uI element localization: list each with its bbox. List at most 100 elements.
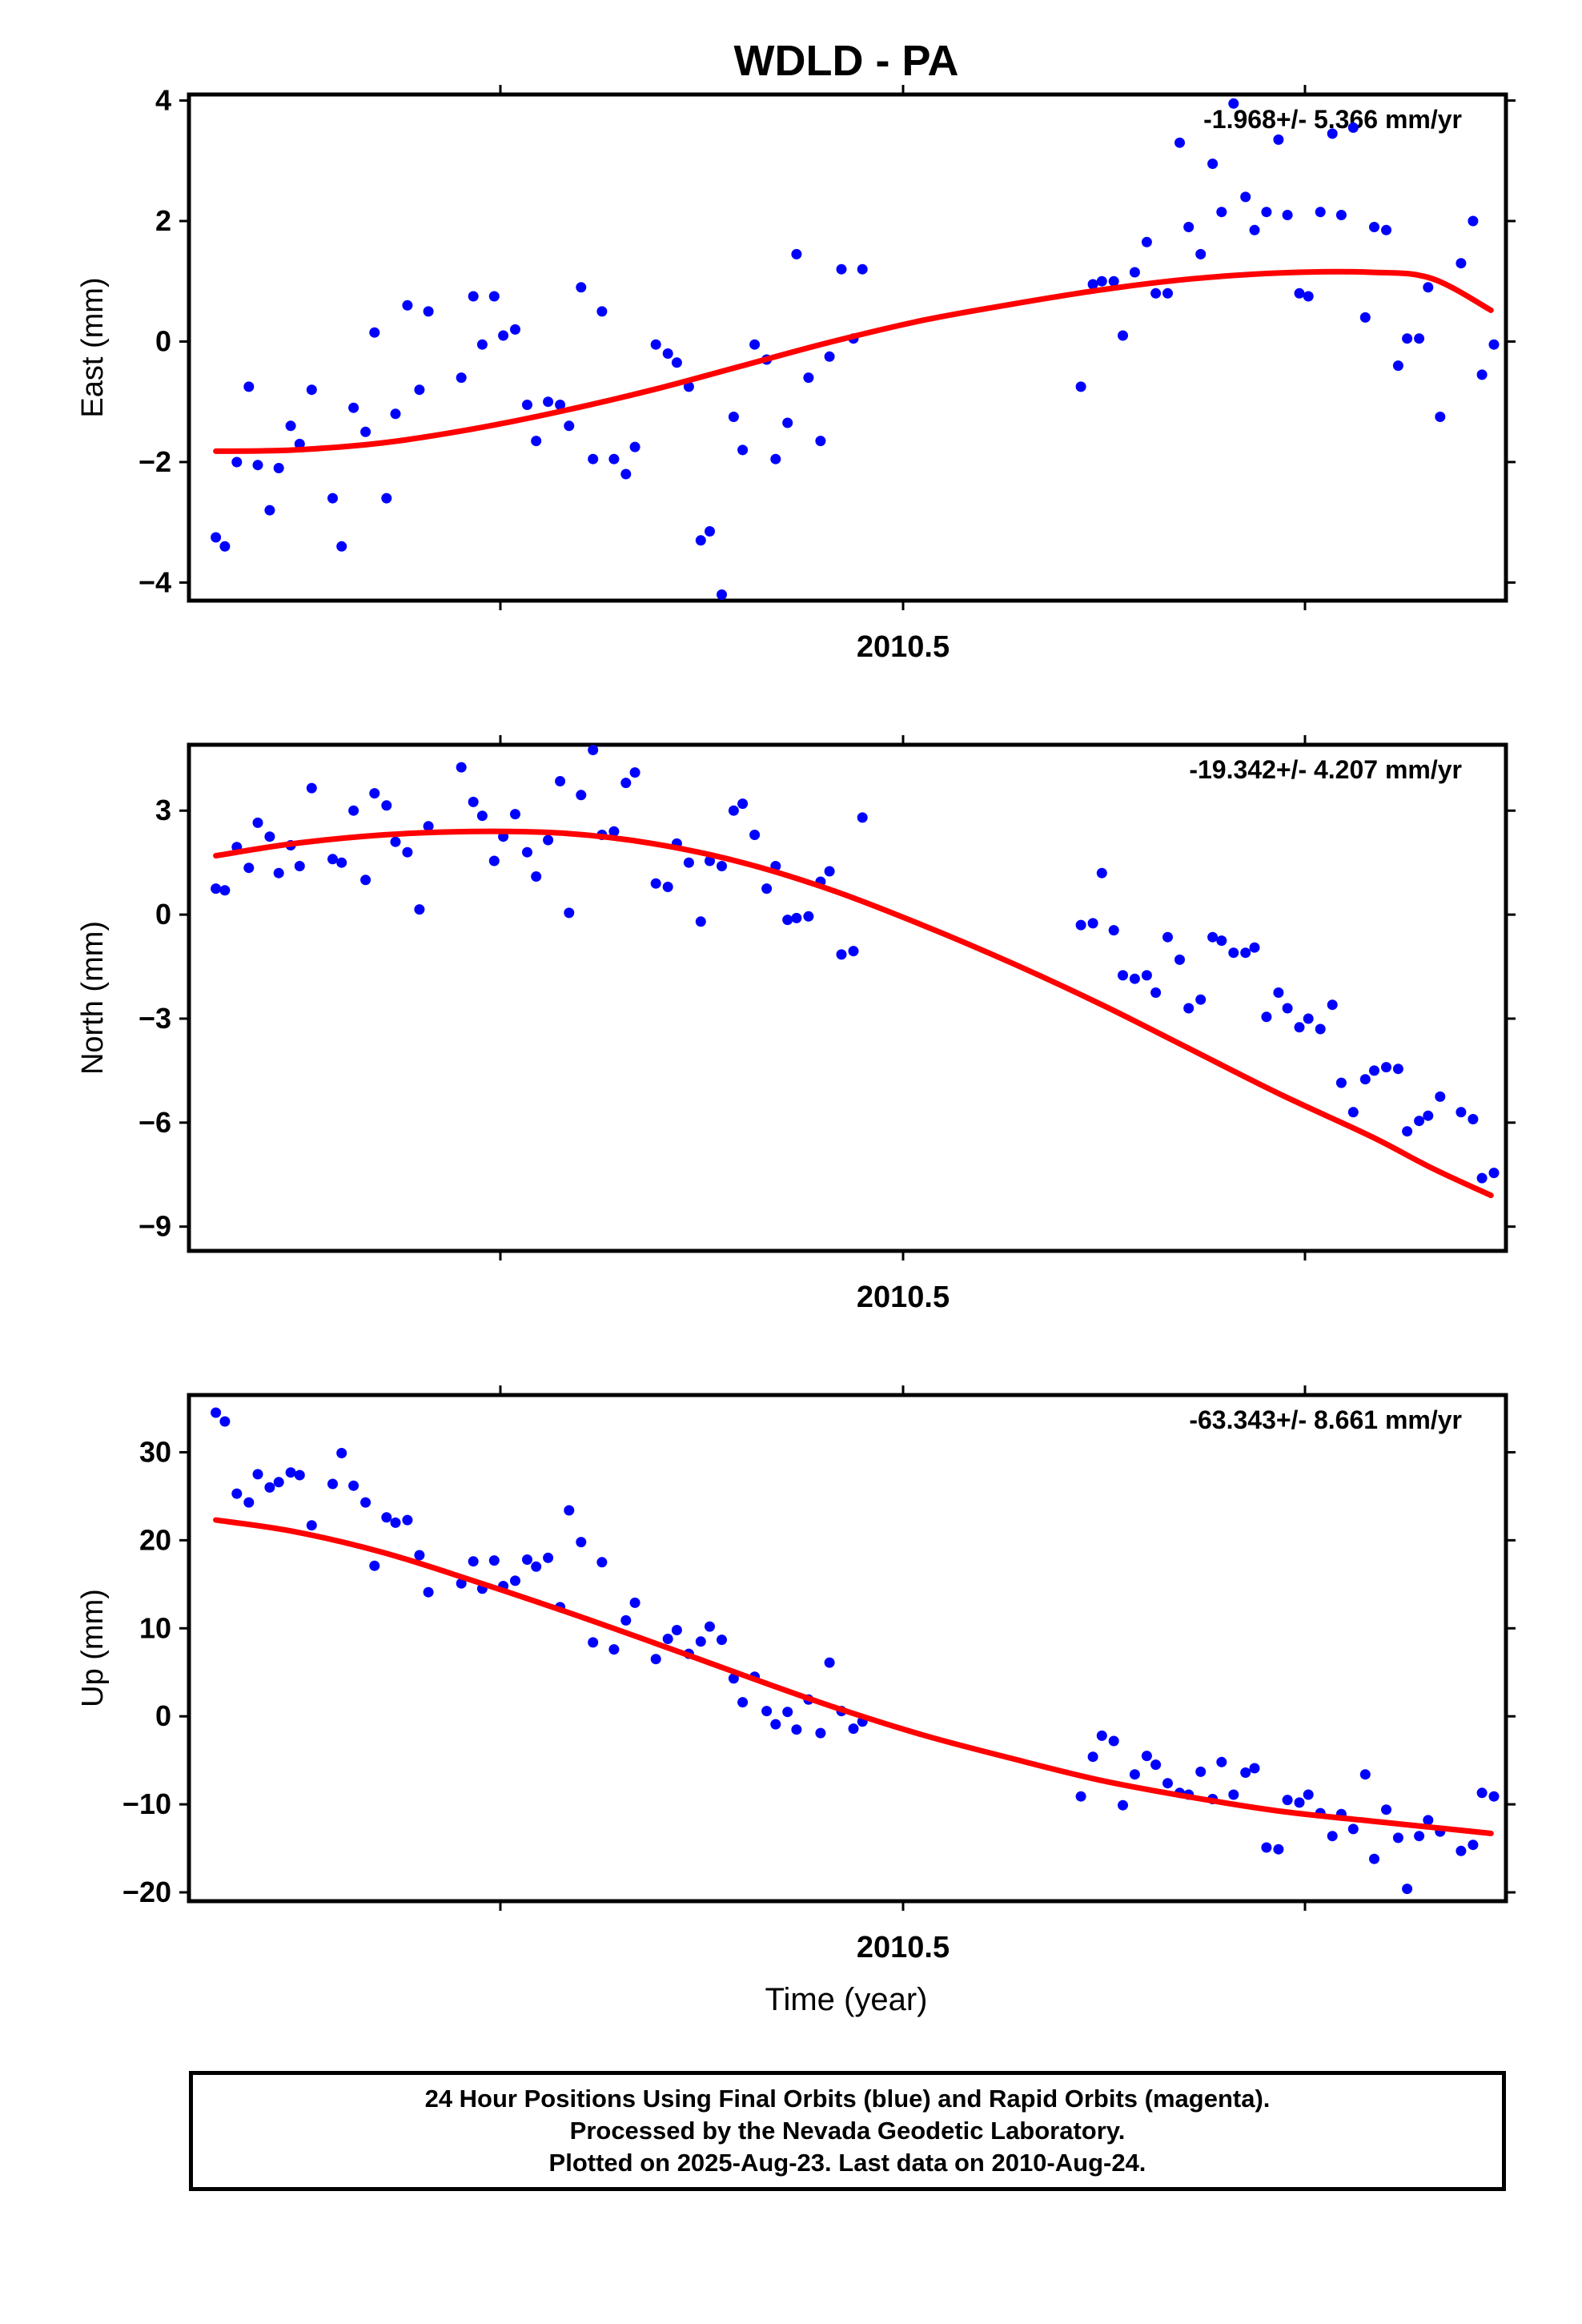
data-point bbox=[1335, 210, 1347, 220]
data-point bbox=[1543, 1211, 1553, 1221]
data-point bbox=[1402, 333, 1413, 344]
footer-line-3: Plotted on 2025-Aug-23. Last data on 201… bbox=[548, 2149, 1146, 2177]
data-point bbox=[531, 1561, 542, 1572]
data-point bbox=[414, 1550, 425, 1561]
data-point bbox=[1510, 1168, 1520, 1178]
data-point bbox=[381, 493, 392, 504]
data-point bbox=[1564, 1879, 1574, 1889]
data-point bbox=[662, 1634, 673, 1644]
data-point bbox=[1555, 1803, 1565, 1813]
data-point bbox=[1468, 1114, 1479, 1124]
data-point bbox=[1392, 1063, 1403, 1075]
y-tick-label: 30 bbox=[139, 1435, 171, 1468]
chart-title: WDLD - PA bbox=[734, 37, 959, 85]
y-tick-label: −6 bbox=[139, 1106, 171, 1139]
data-point bbox=[1476, 1787, 1488, 1799]
data-point bbox=[1564, 1169, 1574, 1180]
data-point bbox=[1294, 287, 1305, 299]
x-tick-label: 2010.5 bbox=[857, 1931, 950, 1964]
data-point bbox=[1228, 98, 1239, 109]
data-point bbox=[1096, 867, 1107, 879]
data-point bbox=[1414, 1831, 1425, 1842]
data-point bbox=[782, 417, 793, 428]
data-point bbox=[803, 911, 814, 922]
y-tick-label: −3 bbox=[139, 1002, 171, 1035]
data-point bbox=[1476, 369, 1488, 380]
data-point bbox=[1141, 970, 1152, 981]
data-point bbox=[836, 949, 847, 960]
data-point bbox=[1303, 1013, 1314, 1024]
data-point bbox=[671, 1625, 682, 1635]
data-point bbox=[857, 263, 868, 275]
data-point bbox=[770, 1719, 781, 1730]
data-point bbox=[285, 1467, 296, 1478]
data-point bbox=[252, 817, 263, 828]
data-point bbox=[1282, 210, 1293, 220]
data-point bbox=[728, 412, 739, 422]
data-point bbox=[252, 1469, 263, 1480]
data-point bbox=[1118, 330, 1128, 341]
data-point bbox=[369, 1560, 380, 1571]
data-point bbox=[360, 1497, 371, 1508]
data-point bbox=[1087, 279, 1098, 290]
data-point bbox=[1261, 1011, 1272, 1023]
data-point bbox=[488, 291, 500, 302]
data-point bbox=[588, 1637, 599, 1648]
data-point bbox=[1531, 1211, 1541, 1221]
data-point bbox=[414, 384, 425, 396]
data-point bbox=[705, 1621, 715, 1632]
data-point bbox=[543, 396, 554, 408]
data-point bbox=[1162, 287, 1173, 299]
data-point bbox=[683, 381, 694, 392]
data-point bbox=[803, 372, 814, 384]
data-point bbox=[1347, 1107, 1359, 1118]
data-point bbox=[1096, 275, 1107, 287]
data-point bbox=[1174, 954, 1185, 965]
plot-area bbox=[211, 745, 1574, 1221]
data-point bbox=[1207, 931, 1219, 943]
data-point bbox=[522, 846, 532, 858]
data-point bbox=[1369, 1853, 1379, 1864]
data-point bbox=[564, 420, 575, 432]
data-point bbox=[423, 1586, 434, 1598]
data-point bbox=[1531, 1875, 1541, 1885]
data-point bbox=[1240, 1767, 1251, 1778]
data-point bbox=[264, 1482, 275, 1493]
y-tick-label: 3 bbox=[155, 794, 171, 826]
data-point bbox=[1488, 339, 1500, 350]
data-point bbox=[1564, 331, 1574, 341]
data-point bbox=[695, 916, 706, 927]
data-point bbox=[608, 1644, 620, 1655]
data-point bbox=[717, 589, 727, 600]
data-point bbox=[848, 946, 859, 957]
data-point bbox=[1381, 1804, 1391, 1815]
plot-frame bbox=[187, 1393, 1508, 1904]
data-point bbox=[1522, 369, 1532, 380]
data-point bbox=[306, 1520, 317, 1531]
data-point bbox=[749, 830, 761, 840]
data-point bbox=[1294, 1022, 1305, 1033]
data-point bbox=[1510, 1879, 1520, 1889]
data-point bbox=[468, 291, 479, 302]
data-point bbox=[231, 1488, 243, 1499]
y-tick-label: −20 bbox=[122, 1876, 171, 1908]
y-tick-label: 10 bbox=[139, 1611, 171, 1644]
data-point bbox=[1335, 1077, 1347, 1088]
data-point bbox=[728, 805, 739, 816]
data-point bbox=[336, 857, 347, 868]
data-point bbox=[381, 800, 392, 811]
data-point bbox=[1150, 987, 1162, 998]
data-point bbox=[620, 1614, 632, 1626]
data-point bbox=[211, 883, 222, 895]
data-point bbox=[264, 831, 275, 842]
data-point bbox=[1195, 248, 1207, 259]
data-point bbox=[576, 1537, 587, 1548]
data-point bbox=[683, 857, 694, 868]
y-tick-label: 4 bbox=[155, 84, 171, 117]
data-point bbox=[1087, 918, 1098, 929]
data-point bbox=[1303, 291, 1314, 302]
data-point bbox=[211, 1407, 222, 1418]
data-point bbox=[737, 798, 749, 810]
data-point bbox=[576, 790, 587, 801]
